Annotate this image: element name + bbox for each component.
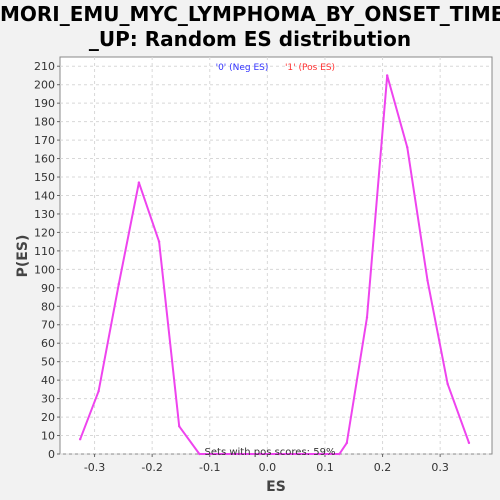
x-axis-label: ES <box>266 479 286 495</box>
pos-scores-annotation: Sets with pos scores: 59% <box>205 447 336 458</box>
y-tick-label: 210 <box>34 60 55 73</box>
y-tick-label: 0 <box>48 448 55 461</box>
y-tick-label: 80 <box>41 300 55 313</box>
chart-title-line-2: _UP: Random ES distribution <box>88 27 412 51</box>
data-point <box>277 452 281 456</box>
x-tick-label: -0.2 <box>141 461 162 474</box>
y-tick-label: 160 <box>34 153 55 166</box>
y-tick-label: 150 <box>34 171 55 184</box>
y-tick-label: 10 <box>41 430 55 443</box>
data-point <box>345 441 349 445</box>
y-tick-label: 130 <box>34 208 55 221</box>
data-point <box>318 452 321 456</box>
y-tick-label: 20 <box>41 411 55 424</box>
x-tick-label: 0.0 <box>259 461 277 474</box>
data-point <box>365 316 369 319</box>
y-tick-label: 40 <box>41 374 55 387</box>
data-point <box>178 425 181 428</box>
y-tick-label: 120 <box>34 226 55 239</box>
series-layer <box>78 74 471 456</box>
x-tick-label: -0.1 <box>199 461 220 474</box>
data-point <box>297 452 301 456</box>
y-tick-label: 50 <box>41 356 55 369</box>
data-point <box>446 382 449 386</box>
y-tick-label: 140 <box>34 189 55 202</box>
data-point <box>198 452 201 456</box>
data-point <box>385 74 389 77</box>
legend-item-pos: '1' (Pos ES) <box>285 63 335 73</box>
y-tick-label: 200 <box>34 79 55 92</box>
y-tick-label: 190 <box>34 97 55 110</box>
y-tick-label: 170 <box>34 134 55 147</box>
data-point <box>238 452 241 456</box>
y-tick-label: 110 <box>34 245 55 258</box>
data-point <box>338 452 341 456</box>
y-tick-label: 30 <box>41 393 55 406</box>
data-point <box>78 438 82 441</box>
data-point <box>157 240 161 243</box>
y-axis-label: P(ES) <box>15 235 31 278</box>
y-tick-label: 90 <box>41 282 55 295</box>
plot-area <box>59 56 493 455</box>
y-tick-label: 180 <box>34 116 55 129</box>
y-tick-label: 70 <box>41 319 55 332</box>
y-tick-label: 100 <box>34 263 55 276</box>
x-tick-label: 0.2 <box>374 461 392 474</box>
x-axis-ticks: -0.3 -0.2 -0.1 0.0 0.1 0.2 0.3 <box>84 454 449 474</box>
chart-title-line-1: MORI_EMU_MYC_LYMPHOMA_BY_ONSET_TIME <box>0 2 500 26</box>
grid-lines <box>60 57 492 455</box>
data-point <box>426 279 429 282</box>
y-axis-ticks: 0 10 20 30 40 50 60 70 80 90 100 110 120 130 140 150 160… <box>34 60 60 461</box>
legend-item-neg: '0' (Neg ES) <box>216 63 269 73</box>
data-point <box>218 452 221 456</box>
x-tick-label: -0.3 <box>84 461 105 474</box>
data-point <box>97 390 100 393</box>
data-point <box>137 181 141 184</box>
x-tick-label: 0.1 <box>316 461 334 474</box>
data-point <box>258 452 262 456</box>
data-point <box>117 282 120 286</box>
y-tick-label: 60 <box>41 337 55 350</box>
data-point <box>406 146 409 149</box>
data-point <box>467 441 471 445</box>
x-tick-label: 0.3 <box>431 461 449 474</box>
